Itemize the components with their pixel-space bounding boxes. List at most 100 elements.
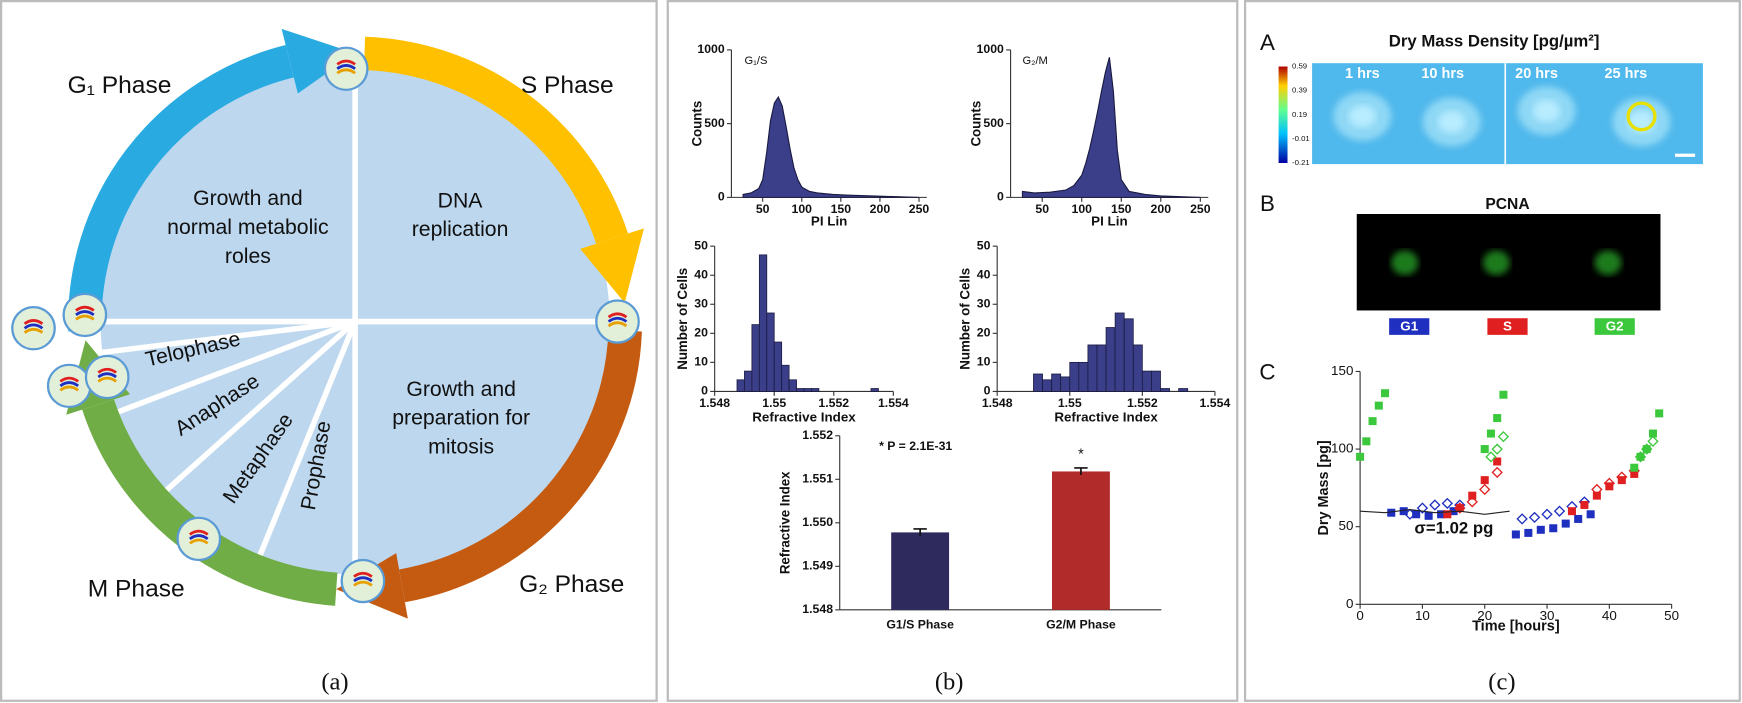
time-label: 1 hrs (1345, 66, 1380, 82)
region-label: roles (225, 245, 271, 268)
y-tick-label: 150 (1331, 363, 1353, 378)
y-tick-label: 30 (694, 297, 708, 311)
x-axis-label: PI Lin (1091, 213, 1127, 228)
x-tick-label: 200 (870, 202, 891, 216)
histogram-bar (1151, 371, 1160, 391)
x-axis-label: PI Lin (811, 213, 847, 228)
y-tick-label: 10 (977, 355, 991, 369)
data-point (1488, 430, 1495, 437)
y-tick-label: 40 (977, 267, 991, 281)
y-tick-label: 20 (977, 326, 991, 340)
data-point (1542, 510, 1551, 519)
region-label: normal metabolic (167, 216, 328, 239)
data-point (1494, 458, 1501, 465)
data-point (1517, 514, 1526, 523)
cell-icon (12, 307, 54, 349)
data-point (1492, 444, 1501, 453)
x-axis-label: Time [hours] (1472, 618, 1560, 634)
y-tick-label: 20 (694, 326, 708, 340)
data-point (1369, 418, 1376, 425)
histogram-bar (811, 389, 818, 392)
data-point (1375, 402, 1382, 409)
data-point (1492, 468, 1501, 477)
data-point (1513, 531, 1520, 538)
cell-nucleus (1533, 100, 1560, 122)
noise-annotation: σ=1.02 pg (1414, 518, 1493, 537)
y-tick-label: 1.549 (802, 559, 833, 573)
y-tick-label: 40 (694, 267, 708, 281)
data-point (1575, 516, 1582, 523)
cell-icon (325, 48, 367, 90)
y-tick-label: 1000 (977, 42, 1005, 56)
image-title: Dry Mass Density [pg/µm²] (1389, 32, 1600, 51)
x-tick-label: 50 (1664, 608, 1679, 623)
x-tick-label: 250 (909, 202, 930, 216)
data-point (1363, 438, 1370, 445)
x-tick-label: 1.55 (762, 396, 786, 410)
colorbar-tick-label: -0.21 (1292, 158, 1310, 167)
data-point (1555, 506, 1564, 515)
y-tick-label: 50 (977, 238, 991, 252)
y-tick-label: 1.548 (802, 602, 833, 616)
histogram-bar (1043, 380, 1052, 392)
histogram-bar (1106, 328, 1115, 392)
data-point (1481, 477, 1488, 484)
histogram-bar (1052, 374, 1061, 391)
histogram-area (1022, 57, 1200, 197)
data-point (1430, 500, 1439, 509)
x-tick-label: 0 (1356, 608, 1363, 623)
y-tick-label: 500 (983, 116, 1004, 130)
x-tick-label: 1.552 (1127, 396, 1158, 410)
histogram-bar (789, 380, 796, 392)
y-tick-label: 10 (694, 355, 708, 369)
y-tick-label: 0 (997, 190, 1004, 204)
phase-label: M Phase (88, 575, 185, 602)
histogram-bar (1088, 345, 1097, 391)
panel-caption: (b) (935, 669, 964, 696)
histogram-bar (752, 325, 759, 392)
x-tick-label: 1.548 (982, 396, 1013, 410)
data-point (1494, 415, 1501, 422)
data-point (1480, 485, 1489, 494)
cell-icon (86, 356, 128, 398)
data-point (1648, 437, 1657, 446)
region-label: Growth and (406, 378, 516, 401)
histogram-label: G₁/S (744, 55, 767, 67)
pcna-cell (1391, 251, 1418, 275)
y-axis-label: Dry Mass [pg] (1316, 440, 1332, 535)
phase-label: G₁ Phase (68, 72, 172, 99)
y-tick-label: 30 (977, 297, 991, 311)
histogram-area (743, 97, 919, 197)
histogram-bar (737, 380, 744, 392)
histogram-bar (744, 371, 751, 391)
x-tick-label: G1/S Phase (886, 618, 954, 632)
pcna-cell (1483, 251, 1510, 275)
time-label: 20 hrs (1515, 66, 1558, 82)
x-tick-label: 200 (1151, 202, 1172, 216)
histogram-bar (1124, 319, 1133, 392)
p-value: * P = 2.1E-31 (879, 439, 952, 453)
histogram-bar (1033, 374, 1042, 391)
page: { "panels": { "a": { "caption": "(a)", "… (0, 0, 1742, 703)
pcna-cell (1595, 251, 1622, 275)
colorbar-tick-label: -0.01 (1292, 134, 1310, 143)
y-axis-label: Number of Cells (957, 268, 972, 370)
histogram-label: G₂/M (1022, 55, 1047, 67)
histogram-bar (759, 255, 766, 392)
histogram-bar (1115, 313, 1124, 391)
x-axis-label: Refractive Index (1054, 410, 1158, 425)
cell-icon (342, 560, 384, 602)
significance-star: * (1078, 447, 1084, 463)
histogram-bar (1142, 371, 1151, 391)
histogram-bar (797, 389, 804, 392)
phase-tag-label: S (1503, 319, 1512, 334)
region-label: preparation for (392, 407, 530, 430)
cell-nucleus (1438, 111, 1465, 133)
cell-icon (596, 300, 638, 342)
histogram-bar (1179, 389, 1188, 392)
histogram-bar (767, 313, 774, 391)
data-point (1500, 391, 1507, 398)
data-point (1550, 525, 1557, 532)
histogram-bar (1097, 345, 1106, 391)
x-tick-label: 1.548 (699, 396, 730, 410)
